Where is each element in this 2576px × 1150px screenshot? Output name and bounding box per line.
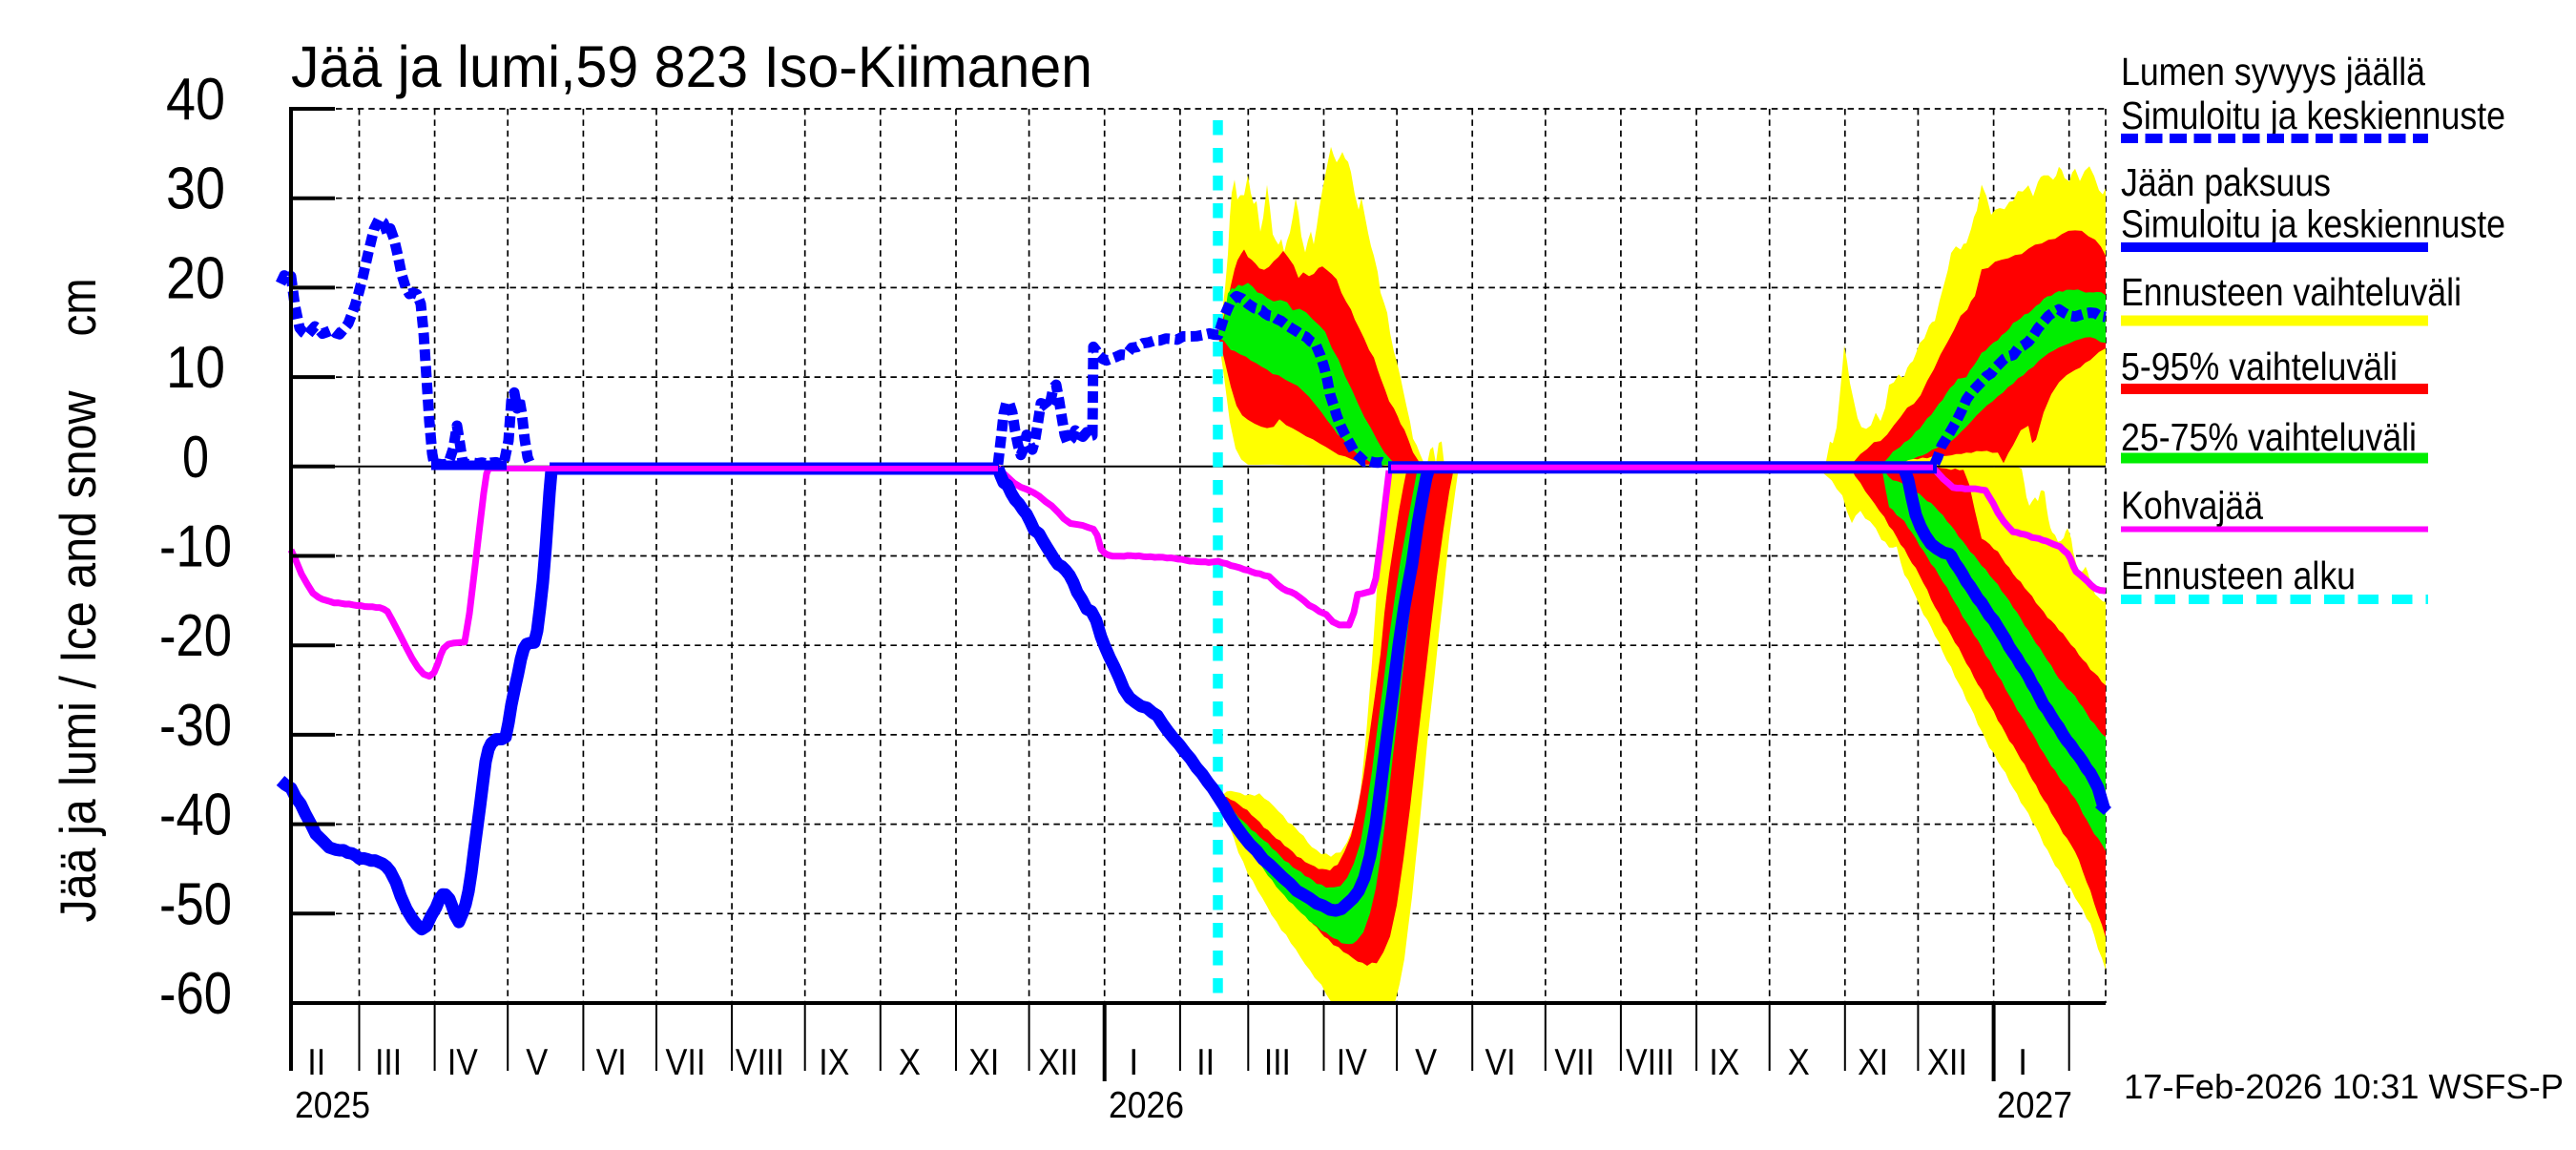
svg-text:IV: IV	[1337, 1042, 1367, 1083]
svg-text:I: I	[2018, 1042, 2027, 1083]
svg-text:40: 40	[166, 67, 225, 133]
svg-text:-10: -10	[159, 514, 232, 580]
svg-text:III: III	[1264, 1042, 1291, 1083]
svg-text:2026: 2026	[1109, 1085, 1184, 1126]
svg-text:VI: VI	[596, 1042, 627, 1083]
svg-text:IX: IX	[819, 1042, 849, 1083]
svg-text:10: 10	[166, 335, 225, 401]
svg-text:cm: cm	[51, 279, 107, 337]
svg-text:-20: -20	[159, 603, 232, 669]
svg-text:-60: -60	[159, 961, 232, 1027]
svg-text:Jään paksuus: Jään paksuus	[2121, 160, 2331, 204]
svg-text:VII: VII	[1554, 1042, 1594, 1083]
svg-text:30: 30	[166, 157, 225, 222]
svg-text:II: II	[1196, 1042, 1215, 1083]
svg-text:-40: -40	[159, 783, 232, 848]
svg-text:2025: 2025	[295, 1085, 370, 1126]
svg-text:VIII: VIII	[736, 1042, 784, 1083]
svg-text:XI: XI	[968, 1042, 999, 1083]
svg-text:IV: IV	[447, 1042, 478, 1083]
svg-text:Kohvajää: Kohvajää	[2121, 484, 2263, 528]
svg-text:Ennusteen alku: Ennusteen alku	[2121, 554, 2356, 597]
svg-text:Lumen syvyys jäällä: Lumen syvyys jäällä	[2121, 50, 2425, 94]
svg-text:Jää ja lumi,59 823 Iso-Kiimane: Jää ja lumi,59 823 Iso-Kiimanen	[291, 34, 1092, 99]
svg-text:XI: XI	[1858, 1042, 1888, 1083]
svg-text:25-75% vaihteluväli: 25-75% vaihteluväli	[2121, 415, 2417, 459]
svg-text:X: X	[899, 1042, 921, 1083]
svg-text:IX: IX	[1709, 1042, 1739, 1083]
svg-text:20: 20	[166, 245, 225, 311]
svg-text:II: II	[307, 1042, 325, 1083]
svg-text:0: 0	[182, 425, 209, 491]
svg-text:5-95% vaihteluväli: 5-95% vaihteluväli	[2121, 345, 2398, 388]
svg-text:Simuloitu ja keskiennuste: Simuloitu ja keskiennuste	[2121, 94, 2505, 137]
svg-text:VII: VII	[666, 1042, 706, 1083]
svg-text:VI: VI	[1485, 1042, 1516, 1083]
svg-text:17-Feb-2026 10:31 WSFS-P: 17-Feb-2026 10:31 WSFS-P	[2124, 1067, 2564, 1106]
svg-text:X: X	[1788, 1042, 1810, 1083]
svg-text:VIII: VIII	[1626, 1042, 1674, 1083]
svg-text:-30: -30	[159, 693, 232, 759]
svg-text:V: V	[1415, 1042, 1437, 1083]
svg-text:XII: XII	[1927, 1042, 1967, 1083]
svg-text:V: V	[526, 1042, 548, 1083]
svg-text:Ennusteen vaihteluväli: Ennusteen vaihteluväli	[2121, 270, 2462, 314]
svg-text:XII: XII	[1038, 1042, 1078, 1083]
svg-text:2027: 2027	[1997, 1085, 2072, 1126]
svg-text:I: I	[1129, 1042, 1138, 1083]
svg-text:Simuloitu ja keskiennuste: Simuloitu ja keskiennuste	[2121, 202, 2505, 246]
svg-text:-50: -50	[159, 871, 232, 937]
svg-text:Jää ja lumi / Ice and snow: Jää ja lumi / Ice and snow	[51, 390, 107, 923]
svg-text:III: III	[375, 1042, 402, 1083]
